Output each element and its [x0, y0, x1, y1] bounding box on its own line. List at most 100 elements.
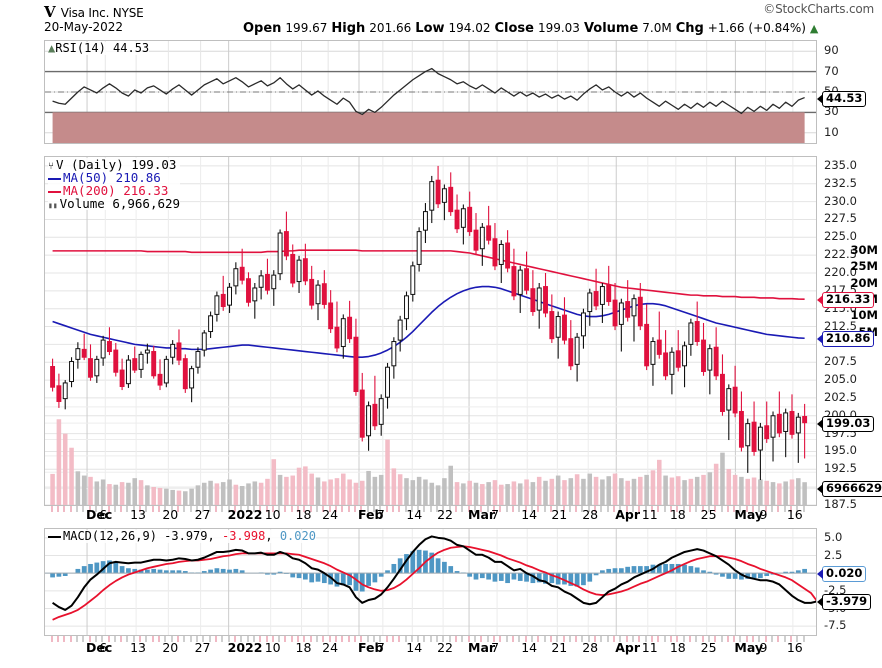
x-axis-tick [328, 506, 331, 512]
x-axis-tick [139, 506, 142, 512]
x-axis-label: 10 [264, 507, 281, 522]
rsi-axis-label: 10 [824, 124, 839, 139]
x-axis-tick [764, 506, 767, 512]
x-axis-tick [82, 506, 85, 512]
x-axis-tick [480, 506, 483, 512]
x-axis-tick [499, 636, 502, 642]
rsi-plot [45, 41, 816, 143]
x-axis-label: 11 [641, 640, 658, 655]
x-axis-label: 27 [194, 640, 211, 655]
x-axis-tick [208, 636, 211, 642]
x-axis-tick [265, 506, 268, 512]
x-axis-tick [56, 636, 59, 642]
macd-panel: MACD(12,26,9) -3.979, -3.998, 0.020 [44, 528, 817, 636]
x-axis-label: Feb [358, 507, 384, 522]
x-axis-tick [151, 636, 154, 642]
x-axis-tick [752, 636, 755, 642]
x-axis-tick [707, 636, 710, 642]
x-axis-tick [455, 636, 457, 642]
x-axis-tick [246, 506, 249, 512]
x-axis-label: 10 [264, 640, 281, 655]
price-axis-label: 235.0 [824, 157, 857, 172]
macd-legend: MACD(12,26,9) -3.979, -3.998, 0.020 [48, 530, 316, 543]
x-axis-tick [663, 636, 666, 642]
volume-value: 7.0M [642, 21, 672, 35]
x-axis-tick [505, 636, 508, 642]
x-axis-tick [309, 636, 312, 642]
x-axis-tick [259, 636, 262, 642]
x-axis-tick [581, 636, 584, 642]
x-axis-tick [733, 506, 736, 512]
x-axis-tick [695, 636, 698, 642]
x-axis-tick [518, 636, 521, 642]
x-axis-tick [720, 636, 723, 642]
price-axis-label: 197.5 [824, 425, 857, 440]
x-axis-tick [480, 636, 483, 642]
x-axis-labels-bottom: Dec 6 13 20 27 2022 10 18 24 Feb 7 14 22 Mar 7 14 21 28 Ap… [44, 641, 834, 657]
x-axis-label: May [734, 507, 764, 522]
x-axis-tick [335, 636, 337, 642]
x-axis-tick [284, 636, 287, 642]
macd-axis-label: 5.0 [824, 529, 843, 544]
volume-label: Volume [583, 21, 639, 36]
x-axis-tick [221, 506, 224, 512]
x-axis-tick [777, 636, 780, 642]
x-axis-tick [139, 636, 142, 642]
x-axis-label: 20 [162, 507, 179, 522]
x-axis-tick [63, 636, 66, 642]
price-panel: ⑂ V (Daily) 199.03 MA(50) 210.86 MA(200) 21… [44, 156, 817, 506]
x-axis-tick [644, 506, 647, 512]
x-axis-tick [771, 636, 773, 642]
price-axis-label: 187.5 [824, 497, 857, 511]
price-legend-row: MA(50) 210.86 [48, 171, 180, 184]
x-axis-tick [442, 636, 445, 642]
x-axis-label: 25 [700, 507, 717, 522]
x-axis-tick [404, 506, 407, 512]
volume-y-axis: 30M25M20M15M10M5M [0, 0, 878, 350]
price-legend-row: ⑂ V (Daily) 199.03 [48, 158, 180, 172]
x-axis-label: 27 [194, 507, 211, 522]
line-icon [48, 190, 61, 193]
volume-axis-label: 10M [850, 308, 878, 323]
bars-icon: ▮▮ [48, 201, 58, 210]
x-axis-tick [790, 636, 792, 642]
line-icon [48, 177, 61, 180]
x-axis-tick [126, 636, 129, 642]
x-axis-tick [170, 506, 173, 512]
symbol-letter: V [44, 3, 56, 21]
price-legend-text: MA(200) 216.33 [63, 183, 169, 198]
x-axis-tick [701, 506, 704, 512]
x-axis-tick [796, 636, 799, 642]
x-axis-label: 18 [669, 507, 686, 522]
price-axis-label: 212.5 [824, 318, 857, 333]
x-axis-tick [328, 636, 331, 642]
x-axis-label: Apr [615, 640, 641, 655]
x-axis-label: 11 [641, 507, 658, 522]
x-axis-tick [278, 636, 281, 642]
open-value: 199.67 [285, 21, 328, 35]
x-axis-tick [252, 506, 255, 512]
x-axis-tick [145, 506, 148, 512]
x-axis-tick [783, 506, 786, 512]
macd-params: MACD(12,26,9) [63, 529, 157, 543]
x-axis-tick [499, 506, 502, 512]
x-axis-tick [493, 506, 495, 512]
x-axis-label: Dec [86, 507, 113, 522]
x-axis-tick [107, 636, 110, 642]
x-axis-tick [398, 636, 401, 642]
x-axis-tick [75, 506, 78, 512]
x-axis-tick [233, 636, 236, 642]
x-axis-label: 16 [786, 640, 803, 655]
x-axis-tick [537, 636, 540, 642]
x-axis-tick [556, 636, 559, 642]
x-axis-tick [676, 636, 679, 642]
x-axis-tick [423, 636, 426, 642]
x-axis-tick [417, 636, 420, 642]
x-axis-tick [587, 636, 590, 642]
x-axis-tick [676, 506, 679, 512]
x-axis-tick [657, 636, 660, 642]
x-axis-tick [227, 636, 230, 642]
close-label: Close [494, 21, 534, 36]
x-axis-tick [436, 506, 439, 512]
x-axis-tick [353, 506, 356, 512]
